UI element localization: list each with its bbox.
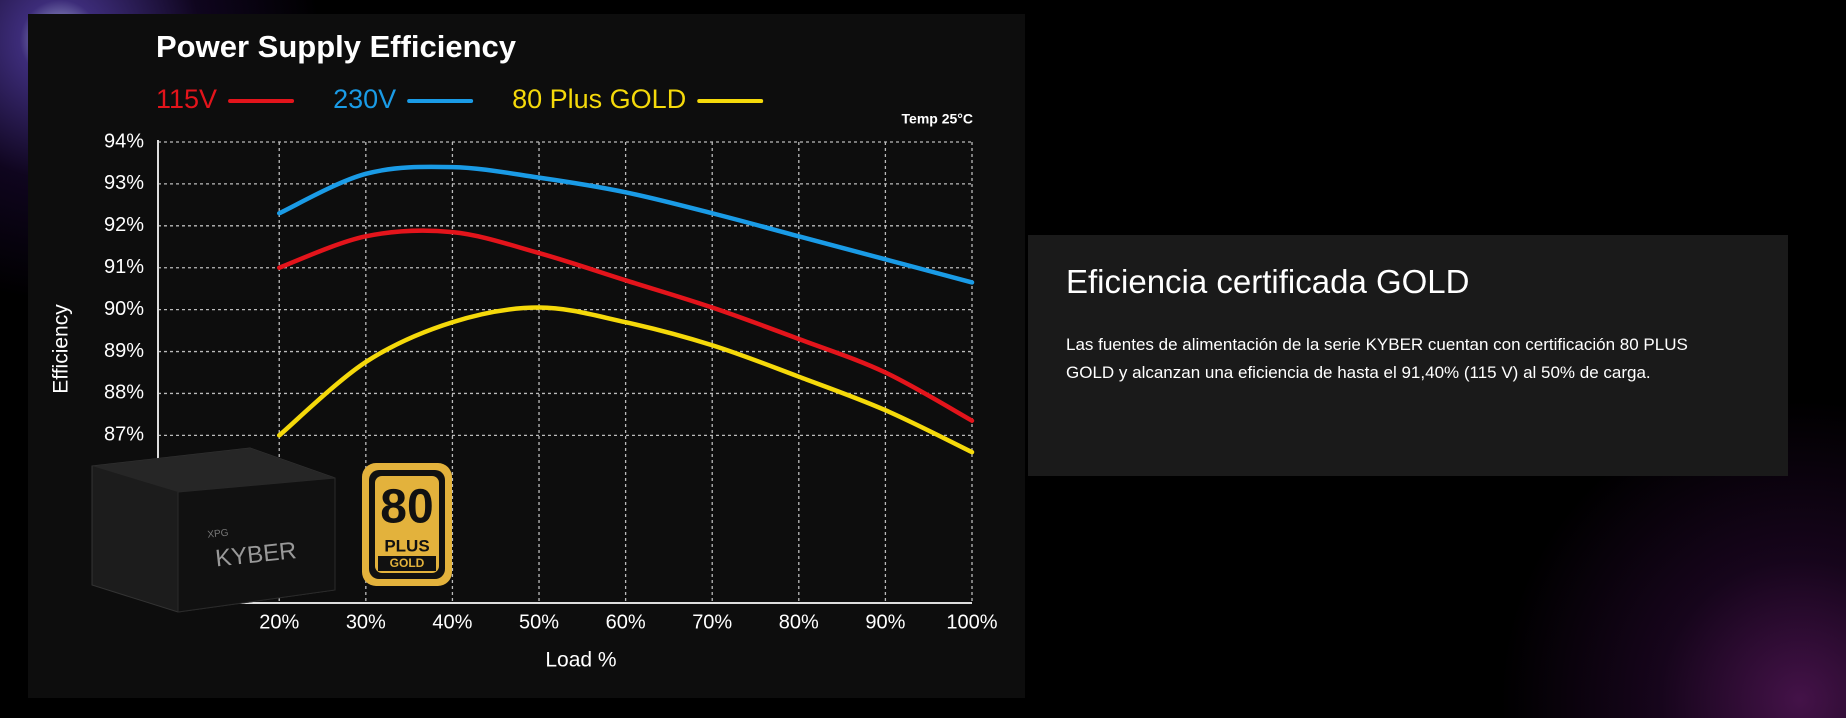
legend-label: 115V bbox=[156, 84, 217, 114]
y-tick-label: 87% bbox=[104, 424, 144, 446]
y-tick-label: 91% bbox=[104, 256, 144, 278]
x-tick-label: 70% bbox=[692, 611, 732, 633]
annotation: Temp 25°C bbox=[902, 111, 973, 127]
y-tick-label: 88% bbox=[104, 382, 144, 404]
info-panel: Eficiencia certificada GOLD Las fuentes … bbox=[1028, 235, 1788, 476]
series-line bbox=[276, 228, 975, 423]
y-axis-label: Efficiency bbox=[50, 304, 73, 394]
x-tick-label: 30% bbox=[346, 611, 386, 633]
x-tick-label: 40% bbox=[432, 611, 472, 633]
product-brand: XPG bbox=[207, 528, 229, 541]
y-tick-label: 90% bbox=[104, 298, 144, 320]
x-tick-label: 60% bbox=[606, 611, 646, 633]
badge-plus: PLUS bbox=[384, 536, 429, 555]
badge-gold: GOLD bbox=[390, 556, 425, 570]
series-line bbox=[276, 305, 975, 455]
legend-label: 80 Plus GOLD bbox=[512, 84, 686, 114]
x-tick-label: 80% bbox=[779, 611, 819, 633]
x-tick-label: 50% bbox=[519, 611, 559, 633]
x-tick-label: 90% bbox=[865, 611, 905, 633]
panel-text: Las fuentes de alimentación de la serie … bbox=[1066, 335, 1688, 382]
plot: 87% 88% 89% 90% 91% 92% 93% 94% 20% 30% 40% 50% 60% 7… bbox=[104, 130, 998, 633]
panel-title: Eficiencia certificada GOLD bbox=[1066, 263, 1470, 300]
y-tick-label: 92% bbox=[104, 214, 144, 236]
badge: 80 PLUS GOLD bbox=[362, 463, 452, 586]
product-image: KYBER XPG bbox=[91, 447, 336, 613]
x-tick-label: 20% bbox=[259, 611, 299, 633]
legend-label: 230V bbox=[333, 84, 396, 114]
x-tick-label: 100% bbox=[946, 611, 997, 633]
badge-number: 80 bbox=[380, 481, 433, 534]
x-axis-label: Load % bbox=[545, 649, 616, 672]
y-tick-label: 94% bbox=[104, 130, 144, 152]
y-tick-label: 89% bbox=[104, 340, 144, 362]
series-line bbox=[276, 164, 975, 285]
y-tick-label: 93% bbox=[104, 172, 144, 194]
chart-title: Power Supply Efficiency bbox=[156, 29, 517, 64]
